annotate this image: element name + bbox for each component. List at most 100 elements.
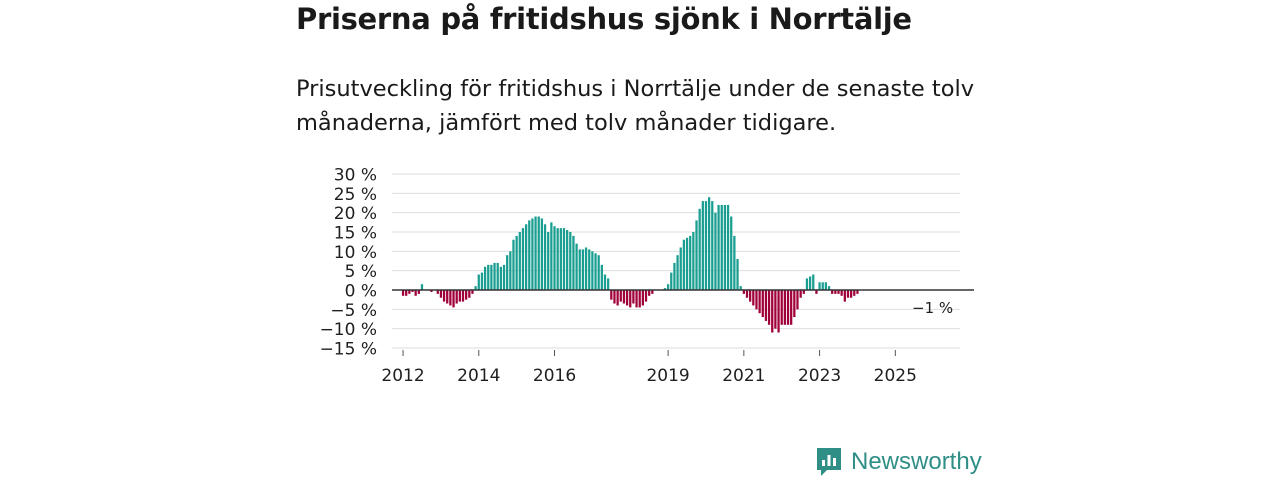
bar [461, 290, 465, 302]
bar [641, 290, 644, 306]
bar [566, 230, 569, 290]
y-tick-label: 5 % [345, 262, 377, 282]
brand-name: Newsworthy [851, 448, 982, 475]
bar [714, 212, 717, 290]
bar [739, 286, 742, 290]
bar [417, 290, 420, 294]
bar [502, 264, 506, 290]
bar [648, 290, 651, 296]
bar [827, 286, 831, 290]
y-tick-label: −5 % [330, 301, 377, 321]
bar [537, 216, 540, 290]
bar [452, 290, 455, 308]
bar [663, 288, 667, 290]
bar [818, 282, 821, 290]
bar [802, 290, 805, 294]
y-tick-label: −15 % [320, 340, 377, 360]
bar [840, 290, 843, 296]
bar [405, 290, 408, 296]
bar [786, 290, 790, 325]
bar [670, 272, 673, 290]
bar [600, 264, 603, 290]
bar [676, 255, 679, 290]
bar [853, 290, 856, 296]
bar [796, 290, 799, 310]
bar [584, 247, 588, 290]
y-tick-label: 15 % [334, 224, 377, 244]
bar [420, 284, 424, 290]
bar [799, 290, 802, 298]
bar [430, 290, 433, 292]
newsworthy-brand[interactable]: Newsworthy [815, 446, 982, 478]
bar [518, 232, 521, 290]
bar [490, 264, 493, 290]
bar [616, 290, 619, 306]
y-tick-label: 30 % [334, 166, 377, 186]
bar [471, 290, 474, 294]
bar [625, 290, 629, 306]
bar [780, 290, 783, 325]
y-tick-label: 20 % [334, 204, 377, 224]
bar [733, 235, 736, 290]
x-tick-label: 2025 [874, 366, 917, 386]
bar [761, 290, 764, 318]
bar [493, 262, 496, 290]
bar [726, 204, 730, 290]
bar [401, 290, 405, 296]
x-tick-label: 2016 [533, 366, 576, 386]
bar [547, 232, 550, 290]
gridlines [392, 173, 960, 349]
y-tick-label: −10 % [320, 320, 377, 340]
bar [638, 290, 641, 308]
bar [436, 290, 439, 294]
bar [594, 253, 597, 290]
bar [837, 290, 840, 294]
bar [815, 290, 818, 294]
y-tick-label: 25 % [334, 185, 377, 205]
bar [717, 204, 720, 290]
bar [793, 290, 796, 318]
bars [401, 197, 859, 333]
bar [783, 290, 786, 325]
bar [755, 290, 758, 310]
x-tick-label: 2012 [381, 366, 424, 386]
bar [480, 272, 484, 290]
bar [742, 290, 745, 294]
x-tick-label: 2021 [722, 366, 765, 386]
bar [730, 216, 733, 290]
bar [808, 276, 812, 290]
bar [588, 249, 591, 290]
bar [613, 290, 616, 304]
bar [509, 251, 512, 290]
bar [512, 239, 515, 290]
bar [850, 290, 853, 298]
bar [692, 232, 695, 290]
bar [597, 255, 600, 290]
bar [685, 237, 689, 290]
bar [622, 290, 626, 304]
bar [720, 204, 723, 290]
bar [701, 201, 704, 290]
bar [543, 224, 547, 290]
bar [474, 286, 477, 290]
bar [812, 274, 815, 290]
bar [790, 290, 793, 325]
bar [487, 264, 490, 290]
y-tick-label: 0 % [345, 282, 377, 302]
bar [603, 274, 607, 290]
bar [831, 290, 834, 294]
bar [843, 290, 846, 302]
chart-title: Priserna på fritidshus sjönk i Norrtälje [296, 2, 912, 36]
bar [449, 290, 452, 306]
bar [679, 247, 682, 290]
bar [468, 290, 471, 298]
bar [531, 218, 534, 290]
axes: 30 %25 %20 %15 %10 %5 %0 %−5 %−10 %−15 %… [320, 166, 974, 386]
bar [821, 282, 824, 290]
bar [439, 290, 443, 298]
bar [572, 235, 575, 290]
bar [689, 235, 692, 290]
bar [465, 290, 468, 300]
bar [550, 222, 553, 290]
bar [496, 262, 499, 290]
